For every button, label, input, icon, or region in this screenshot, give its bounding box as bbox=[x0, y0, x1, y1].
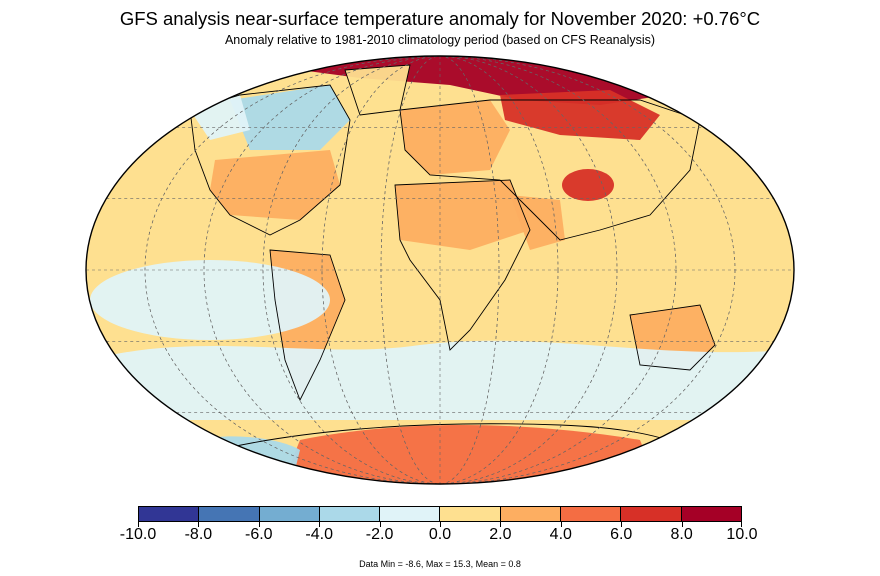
longitude-line bbox=[380, 56, 500, 484]
data-stats: Data Min = -8.6, Max = 15.3, Mean = 0.8 bbox=[359, 559, 521, 569]
region-antarctica-peninsula bbox=[180, 436, 300, 484]
colorbar-tick bbox=[440, 522, 441, 527]
colorbar-tick-label: 4.0 bbox=[549, 526, 572, 543]
colorbar-tick-label: 0.0 bbox=[428, 526, 452, 543]
region-central-asia-hotspot bbox=[562, 169, 614, 201]
colorbar-tick-label: -10.0 bbox=[119, 526, 157, 543]
colorbar-tick bbox=[621, 522, 623, 527]
longitude-line bbox=[262, 56, 618, 484]
colorbar-tick bbox=[319, 522, 321, 527]
colorbar-segment bbox=[621, 507, 682, 521]
colorbar-segment bbox=[561, 507, 622, 521]
graticule bbox=[86, 56, 794, 484]
colorbar-tick-label: -8.0 bbox=[184, 526, 213, 543]
colorbar-segment bbox=[319, 507, 381, 521]
colorbar-tick-label: -4.0 bbox=[305, 526, 333, 543]
colorbar-segment bbox=[259, 507, 320, 521]
colorbar-tick bbox=[138, 522, 139, 527]
colorbar-segment bbox=[199, 507, 260, 521]
colorbar-tick bbox=[741, 522, 742, 527]
colorbar-tick-label: 2.0 bbox=[489, 526, 512, 543]
longitude-line bbox=[321, 56, 559, 484]
colorbar-tick bbox=[500, 522, 502, 527]
region-north-africa bbox=[395, 180, 530, 250]
longitude-line bbox=[144, 56, 736, 484]
coastline bbox=[189, 84, 351, 236]
coastline bbox=[394, 179, 531, 351]
colorbar-tick bbox=[198, 522, 200, 527]
longitude-line bbox=[203, 56, 677, 484]
colorbar-tick-label: 10.0 bbox=[726, 526, 758, 543]
region-tropical-pacific bbox=[90, 260, 330, 340]
colorbar-tick-label: 8.0 bbox=[670, 526, 693, 543]
anomaly-map bbox=[85, 55, 795, 485]
region-greenland bbox=[345, 65, 410, 115]
colorbar-tick-label: -2.0 bbox=[365, 526, 394, 543]
colorbar-segment bbox=[139, 507, 200, 521]
colorbar-tick bbox=[379, 522, 381, 527]
colorbar-segment bbox=[681, 507, 741, 521]
coastline bbox=[399, 99, 701, 241]
colorbar-tick bbox=[560, 522, 562, 527]
map-layers bbox=[86, 56, 794, 484]
region-antarctica-interior bbox=[280, 425, 660, 484]
colorbar-segment bbox=[380, 507, 441, 521]
region-north-central-asia bbox=[500, 90, 660, 140]
colorbar-tick-label: -6.0 bbox=[245, 526, 273, 543]
colorbar-ticks bbox=[138, 522, 742, 528]
colorbar-labels: -10.0 -8.0 -6.0 -4.0 -2.0 0.0 2.0 4.0 6.0 8.0 10.0 bbox=[120, 526, 758, 548]
colorbar-segment bbox=[440, 507, 501, 521]
colorbar-tick-label: 6.0 bbox=[610, 526, 633, 543]
coastline bbox=[269, 249, 346, 402]
colorbar-tick bbox=[258, 522, 260, 527]
page-title: GFS analysis near-surface temperature an… bbox=[119, 8, 761, 29]
region-europe bbox=[400, 100, 510, 175]
region-eastern-canada bbox=[230, 85, 350, 150]
colorbar-segment bbox=[500, 507, 562, 521]
colorbar bbox=[138, 506, 742, 522]
globe-outline bbox=[85, 55, 795, 485]
coastline bbox=[629, 304, 716, 371]
region-arabia bbox=[510, 195, 565, 250]
region-usa bbox=[210, 150, 340, 220]
colorbar-tick bbox=[681, 522, 683, 527]
page-subtitle: Anomaly relative to 1981-2010 climatolog… bbox=[224, 33, 656, 47]
